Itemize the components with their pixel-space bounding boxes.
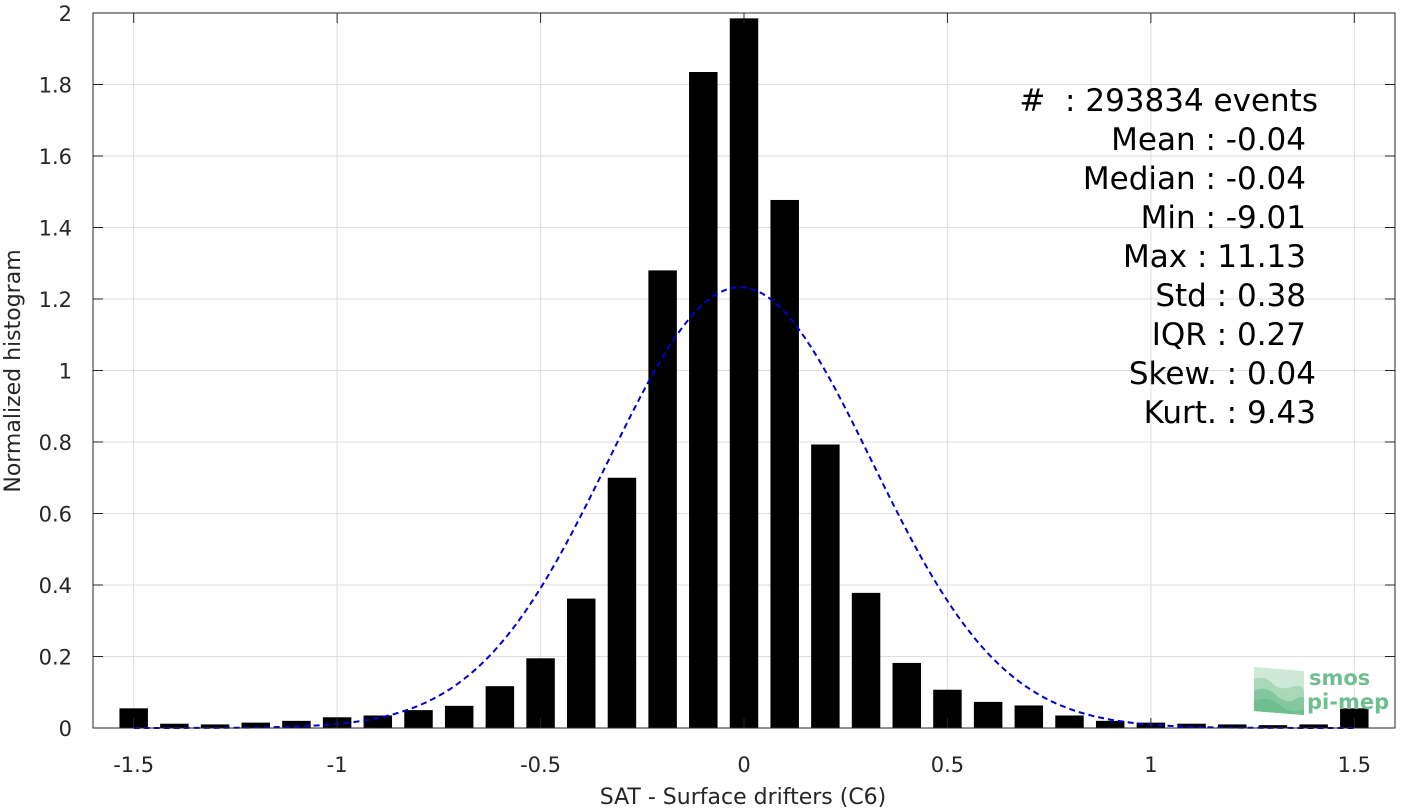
x-tick-label: 1.5 xyxy=(1338,753,1371,777)
y-tick-label: 2 xyxy=(59,2,72,26)
y-tick-label: 0.6 xyxy=(39,503,72,527)
histogram-bar xyxy=(811,444,840,728)
histogram-bar xyxy=(444,705,474,728)
histogram-bar xyxy=(770,199,799,728)
histogram-bar xyxy=(648,270,677,728)
x-tick-label: 1 xyxy=(1144,753,1157,777)
histogram-bar xyxy=(567,598,596,728)
logo-text-pi-mep: pi-mep xyxy=(1307,690,1389,714)
logo-text-smos: smos xyxy=(1309,666,1370,690)
y-axis-title: Normalized histogram xyxy=(1,249,26,492)
histogram-bar xyxy=(1258,725,1288,728)
histogram-bar xyxy=(1055,715,1084,728)
y-tick-label: 1.6 xyxy=(39,145,72,169)
x-tick-label: -1 xyxy=(327,753,348,777)
stats-line: Skew. : 0.04 xyxy=(1129,356,1316,392)
x-tick-label: -1.5 xyxy=(113,753,154,777)
histogram-bar xyxy=(526,658,555,728)
histogram-bar xyxy=(241,722,270,728)
stats-line: Median : -0.04 xyxy=(1083,161,1306,197)
x-tick-label: 0 xyxy=(737,753,750,777)
y-tick-labels: 0 0.2 0.4 0.6 0.8 1 1.2 1.4 1.6 1.8 2 xyxy=(39,2,72,741)
histogram-bars xyxy=(119,18,1369,729)
stats-line: Mean : -0.04 xyxy=(1111,122,1306,158)
histogram-bar xyxy=(892,662,921,728)
histogram-bar xyxy=(363,715,393,728)
y-tick-label: 0.2 xyxy=(39,646,72,670)
x-tick-label: 0.5 xyxy=(931,753,964,777)
histogram-bar xyxy=(851,592,881,728)
x-tick-labels: -1.5 -1 -0.5 0 0.5 1 1.5 xyxy=(113,753,1371,777)
histogram-bar xyxy=(973,701,1003,728)
histogram-bar xyxy=(1095,720,1125,728)
x-tick-label: -0.5 xyxy=(520,753,561,777)
y-tick-label: 1.8 xyxy=(39,74,72,98)
smos-pi-mep-logo: smos pi-mep xyxy=(1254,666,1389,715)
stats-line: Max : 11.13 xyxy=(1123,239,1306,275)
stats-line: Std : 0.38 xyxy=(1155,278,1306,314)
y-tick-label: 0 xyxy=(59,717,72,741)
y-tick-label: 0.4 xyxy=(39,574,72,598)
stats-line: IQR : 0.27 xyxy=(1152,317,1306,353)
histogram-bar xyxy=(1218,724,1247,728)
histogram-bar xyxy=(200,724,230,728)
histogram-bar xyxy=(160,723,189,728)
histogram-bar xyxy=(485,686,515,728)
histogram-bar xyxy=(282,720,311,728)
y-tick-label: 1.4 xyxy=(39,217,72,241)
histogram-bar xyxy=(607,477,637,728)
stats-line: # : 293834 events xyxy=(1019,83,1318,119)
y-tick-label: 1.2 xyxy=(39,288,72,312)
histogram-bar xyxy=(729,18,759,729)
y-tick-label: 1 xyxy=(59,360,72,384)
axis-ticks xyxy=(93,12,1395,729)
histogram-bar xyxy=(404,710,433,728)
histogram-bar xyxy=(1014,705,1044,728)
y-tick-label: 0.8 xyxy=(39,431,72,455)
histogram-bar xyxy=(1299,724,1328,728)
histogram-bar xyxy=(689,71,718,729)
stats-line: Min : -9.01 xyxy=(1141,200,1306,236)
logo-mark-icon xyxy=(1254,667,1305,715)
x-axis-title: SAT - Surface drifters (C6) xyxy=(600,785,887,809)
stats-line: Kurt. : 9.43 xyxy=(1144,395,1316,431)
